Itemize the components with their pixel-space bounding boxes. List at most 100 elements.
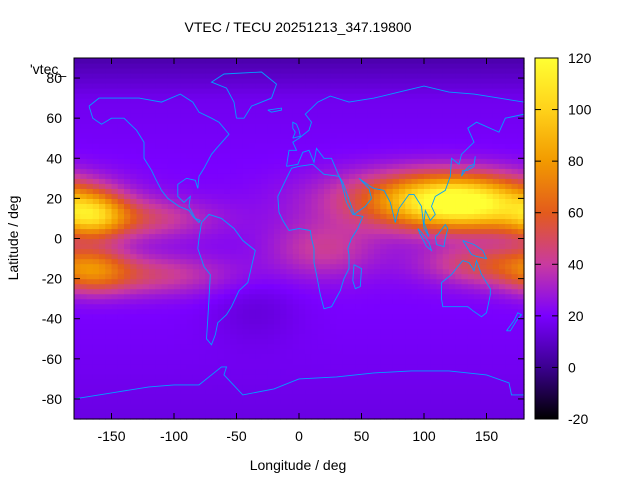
heatmap-cell xyxy=(249,198,256,204)
heatmap-cell xyxy=(174,108,181,114)
heatmap-cell xyxy=(180,388,188,395)
heatmap-cell xyxy=(149,388,156,395)
heatmap-cell xyxy=(205,228,213,235)
heatmap-cell xyxy=(386,118,394,124)
heatmap-cell xyxy=(299,88,306,94)
heatmap-cell xyxy=(136,338,144,345)
heatmap-cell xyxy=(136,138,144,144)
heatmap-cell xyxy=(411,363,419,370)
heatmap-cell xyxy=(155,98,163,104)
heatmap-cell xyxy=(299,233,306,240)
heatmap-cell xyxy=(492,213,500,220)
heatmap-cell xyxy=(399,288,406,295)
heatmap-cell xyxy=(324,368,331,375)
heatmap-cell xyxy=(261,383,269,390)
heatmap-cell xyxy=(174,238,181,245)
heatmap-cell xyxy=(224,303,231,310)
heatmap-cell xyxy=(361,318,369,325)
heatmap-cell xyxy=(324,288,331,295)
heatmap-cell xyxy=(124,63,131,69)
heatmap-cell xyxy=(199,153,206,159)
heatmap-cell xyxy=(336,163,344,169)
heatmap-cell xyxy=(417,278,425,285)
heatmap-cell xyxy=(261,238,269,245)
heatmap-cell xyxy=(192,208,200,215)
heatmap-cell xyxy=(205,393,213,400)
heatmap-cell xyxy=(324,333,331,340)
heatmap-cell xyxy=(280,203,288,210)
heatmap-cell xyxy=(324,198,331,204)
heatmap-cell xyxy=(149,338,156,345)
heatmap-cell xyxy=(161,343,169,350)
heatmap-cell xyxy=(174,223,181,230)
heatmap-cell xyxy=(324,308,331,315)
heatmap-cell xyxy=(230,158,238,164)
heatmap-cell xyxy=(405,303,413,310)
heatmap-cell xyxy=(455,343,463,350)
heatmap-cell xyxy=(286,293,294,300)
heatmap-cell xyxy=(417,293,425,300)
heatmap-cell xyxy=(355,368,363,375)
heatmap-cell xyxy=(86,398,94,405)
heatmap-cell xyxy=(411,103,419,109)
heatmap-cell xyxy=(317,208,325,215)
heatmap-cell xyxy=(180,253,188,260)
heatmap-cell xyxy=(449,328,456,335)
heatmap-cell xyxy=(330,283,338,290)
heatmap-cell xyxy=(249,88,256,94)
heatmap-cell xyxy=(211,108,219,114)
heatmap-cell xyxy=(424,218,431,225)
heatmap-cell xyxy=(205,223,213,230)
heatmap-cell xyxy=(224,98,231,104)
heatmap-cell xyxy=(124,148,131,154)
heatmap-cell xyxy=(142,238,150,245)
heatmap-cell xyxy=(167,118,175,124)
heatmap-cell xyxy=(274,333,281,340)
heatmap-cell xyxy=(374,223,381,230)
heatmap-cell xyxy=(492,163,500,169)
heatmap-cell xyxy=(149,178,156,184)
heatmap-cell xyxy=(149,188,156,194)
heatmap-cell xyxy=(174,338,181,345)
heatmap-cell xyxy=(311,313,319,320)
heatmap-cell xyxy=(367,348,375,355)
heatmap-cell xyxy=(311,248,319,255)
heatmap-cell xyxy=(274,253,281,260)
heatmap-cell xyxy=(280,328,288,335)
heatmap-cell xyxy=(136,148,144,154)
heatmap-cell xyxy=(211,338,219,345)
heatmap-cell xyxy=(342,348,350,355)
heatmap-cell xyxy=(399,313,406,320)
heatmap-cell xyxy=(180,343,188,350)
heatmap-cell xyxy=(167,268,175,275)
heatmap-cell xyxy=(436,113,444,119)
heatmap-cell xyxy=(74,293,81,300)
heatmap-cell xyxy=(111,83,119,89)
heatmap-cell xyxy=(124,113,131,119)
heatmap-cell xyxy=(417,98,425,104)
heatmap-cell xyxy=(99,78,106,84)
heatmap-cell xyxy=(449,338,456,345)
heatmap-cell xyxy=(130,228,138,235)
heatmap-cell xyxy=(342,138,350,144)
heatmap-cell xyxy=(499,323,506,330)
heatmap-cell xyxy=(111,408,119,415)
heatmap-cell xyxy=(505,348,513,355)
heatmap-cell xyxy=(286,93,294,99)
heatmap-cell xyxy=(192,168,200,174)
heatmap-cell xyxy=(330,388,338,395)
heatmap-cell xyxy=(430,73,438,79)
heatmap-cell xyxy=(386,203,394,210)
heatmap-cell xyxy=(336,328,344,335)
heatmap-cell xyxy=(292,158,300,164)
heatmap-cell xyxy=(242,408,250,415)
heatmap-cell xyxy=(224,308,231,315)
heatmap-cell xyxy=(255,318,263,325)
heatmap-cell xyxy=(111,288,119,295)
heatmap-cell xyxy=(380,328,388,335)
heatmap-cell xyxy=(424,148,431,154)
heatmap-cell xyxy=(430,263,438,270)
heatmap-cell xyxy=(417,328,425,335)
heatmap-cell xyxy=(224,293,231,300)
heatmap-cell xyxy=(280,408,288,415)
